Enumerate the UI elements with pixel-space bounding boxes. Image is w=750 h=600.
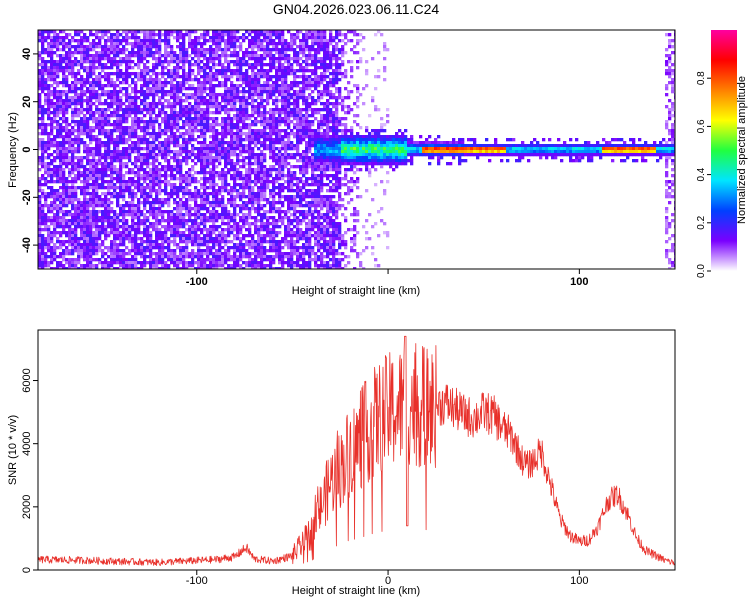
spectrogram-panel: -100 100 -40 -20 0 20 40 Height of straight li…: [7, 29, 676, 297]
spectrogram-ytick-label: 20: [21, 96, 33, 108]
snr-xtick-label: 0: [385, 575, 391, 587]
colorbar-tick-label: 0.4: [696, 167, 707, 181]
colorbar-tick-label: 0.2: [696, 215, 707, 229]
colorbar-tick-label: 0.6: [696, 119, 707, 133]
snr-ylabel: SNR (10 * v/v): [7, 415, 19, 485]
snr-series-line: [38, 335, 675, 566]
spectrogram-xtick-label: 100: [570, 276, 588, 288]
snr-ytick-label: 0: [21, 567, 33, 573]
snr-ytick-label: 2000: [21, 495, 33, 519]
spectrogram-ytick-label: 0: [21, 146, 33, 152]
snr-ytick-label: 4000: [21, 431, 33, 455]
snr-xtick-label: 100: [570, 575, 588, 587]
snr-frame: [37, 329, 676, 571]
figure-title: GN04.2026.023.06.11.C24: [273, 1, 440, 17]
spectrogram-ytick-label: -40: [21, 237, 33, 253]
colorbar-tick-label: 0.0: [696, 264, 707, 278]
spectrogram-xtick-label: -100: [186, 276, 208, 288]
snr-xlabel: Height of straight line (km): [292, 585, 420, 597]
snr-ytick-label: 6000: [21, 368, 33, 392]
colorbar: 0.0 0.2 0.4 0.6 0.8 Normalized spectral ampl…: [696, 30, 748, 278]
spectrogram-xlabel: Height of straight line (km): [292, 285, 420, 297]
spectrogram-axes: -100 100 -40 -20 0 20 40: [21, 48, 589, 288]
spectrogram-ytick-label: 40: [21, 48, 33, 60]
snr-xtick-label: -100: [186, 575, 208, 587]
spectrogram-ylabel: Frequency (Hz): [7, 112, 19, 188]
spectrogram-heatmap: [38, 30, 675, 269]
colorbar-bar: [711, 30, 737, 271]
colorbar-label: Normalized spectral amplitude: [736, 76, 748, 224]
colorbar-tick-label: 0.8: [696, 71, 707, 85]
colorbar-ticks: 0.0 0.2 0.4 0.6 0.8: [696, 71, 711, 278]
spectrogram-ytick-label: -20: [21, 189, 33, 205]
